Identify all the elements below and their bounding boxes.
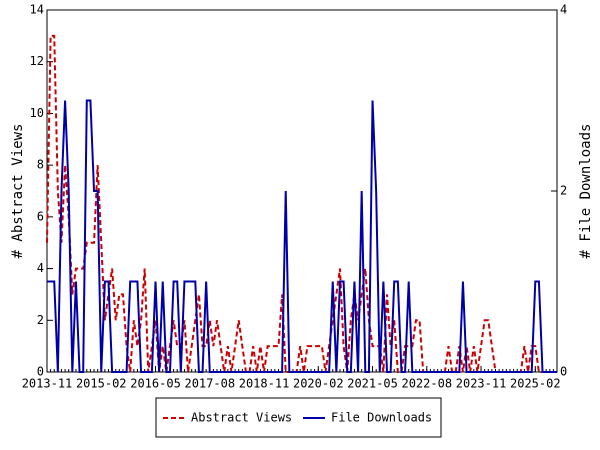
- y-tick-label: 14: [30, 3, 44, 17]
- x-tick-label: 2017-08: [184, 377, 235, 391]
- x-tick-label: 2018-11: [239, 377, 290, 391]
- y-tick-label: 8: [37, 158, 44, 172]
- x-tick-label: 2025-02: [510, 377, 561, 391]
- x-tick-label: 2020-02: [293, 377, 344, 391]
- y-tick-label: 2: [37, 313, 44, 327]
- y2-tick-label: 0: [560, 365, 567, 379]
- y2-axis-label: # File Downloads: [578, 124, 594, 259]
- y2-tick-label: 4: [560, 3, 567, 17]
- legend-label: File Downloads: [331, 411, 432, 425]
- y-tick-label: 0: [37, 365, 44, 379]
- y-tick-label: 4: [37, 261, 44, 275]
- x-tick-label: 2013-11: [22, 377, 73, 391]
- y-tick-label: 6: [37, 209, 44, 223]
- y-tick-label: 10: [30, 106, 44, 120]
- series-line: [46, 34, 557, 373]
- x-tick-label: 2021-05: [347, 377, 398, 391]
- plot-frame: [46, 9, 558, 373]
- x-tick-label: 2016-05: [130, 377, 181, 391]
- x-tick-label: 2023-11: [456, 377, 507, 391]
- y2-tick-label: 2: [560, 184, 567, 198]
- y-axis-label: # Abstract Views: [10, 124, 26, 259]
- legend-label: Abstract Views: [191, 411, 292, 425]
- x-tick-label: 2022-08: [401, 377, 452, 391]
- y-tick-label: 12: [30, 54, 44, 68]
- x-tick-label: 2015-02: [76, 377, 127, 391]
- series-line: [47, 99, 557, 373]
- legend-box: [155, 397, 442, 438]
